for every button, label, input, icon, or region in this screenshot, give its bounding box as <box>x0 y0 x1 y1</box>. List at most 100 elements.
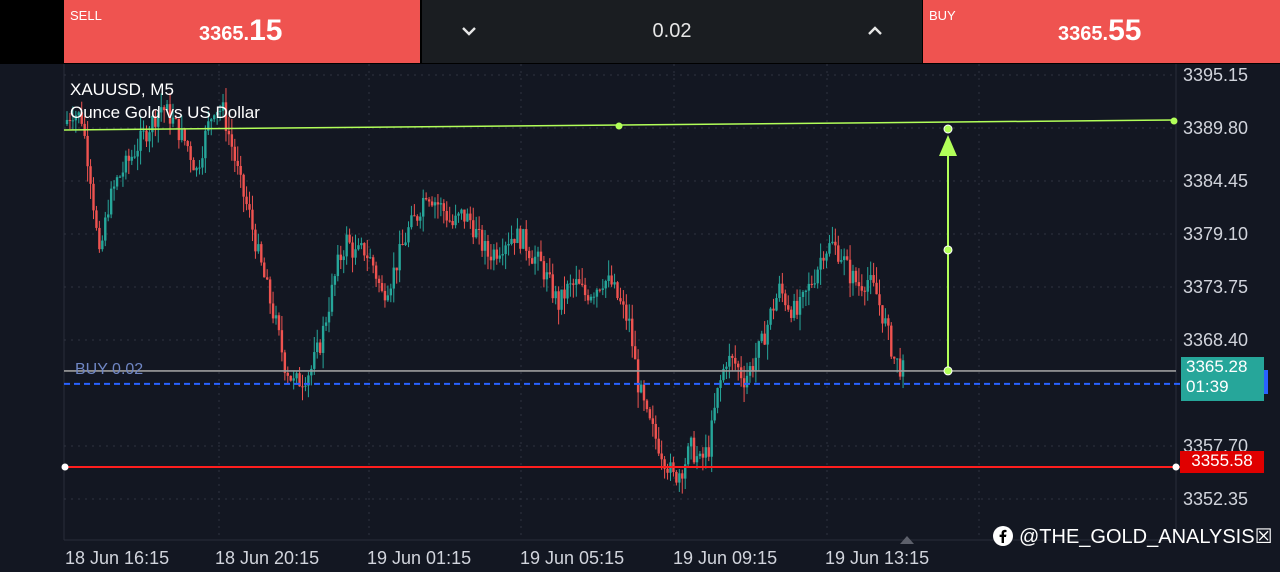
candle-body <box>895 358 899 360</box>
candle-body <box>310 368 313 376</box>
candle-body <box>551 274 554 299</box>
candle-body <box>734 357 737 364</box>
time-axis-label: 19 Jun 05:15 <box>520 548 624 568</box>
order-line-label[interactable]: BUY 0.02 <box>75 361 144 378</box>
candle-body <box>286 372 289 376</box>
candle-body <box>598 289 602 291</box>
candle-body <box>295 373 298 379</box>
candle-body <box>357 245 360 250</box>
candle-body <box>430 201 434 206</box>
symbol-name: XAUUSD, M5 <box>70 80 174 99</box>
candle-body <box>327 311 331 323</box>
candle-body <box>516 228 519 243</box>
candle-body <box>616 282 619 299</box>
candle-body <box>725 366 728 369</box>
candle-body <box>513 238 516 243</box>
buy-price-main: 3365. <box>1058 23 1109 45</box>
candle-body <box>101 240 104 250</box>
candle-body <box>318 342 322 353</box>
chevron-up-icon[interactable] <box>864 20 886 42</box>
candle-body <box>622 301 625 305</box>
candle-body <box>142 130 145 132</box>
trend-line-handle <box>1170 117 1178 125</box>
candle-body <box>784 293 787 306</box>
chevron-down-icon[interactable] <box>458 20 480 42</box>
candle-body <box>398 244 401 271</box>
candle-countdown: 01:39 <box>1186 377 1229 396</box>
candle-body <box>557 291 560 310</box>
candle-body <box>265 277 269 280</box>
candle-body <box>268 279 272 304</box>
candle-body <box>212 115 216 120</box>
candle-body <box>633 346 637 360</box>
candle-body <box>183 128 186 142</box>
candle-body <box>572 283 575 285</box>
candle-body <box>369 257 372 259</box>
candle-body <box>433 202 437 206</box>
candle-body <box>884 318 887 324</box>
candle-body <box>578 279 581 284</box>
candle-body <box>828 243 831 254</box>
candle-body <box>448 220 451 222</box>
candle-body <box>460 209 463 214</box>
candle-body <box>716 387 719 408</box>
candle-body <box>504 245 507 255</box>
candle-body <box>395 267 398 271</box>
buy-button[interactable]: BUY 3365.55 <box>923 0 1280 63</box>
candle-body <box>684 464 687 479</box>
candle-body <box>298 373 301 387</box>
candle-body <box>74 115 78 121</box>
candle-body <box>739 367 743 379</box>
candle-body <box>580 283 584 285</box>
candle-body <box>321 325 325 353</box>
sell-button[interactable]: SELL 3365.15 <box>64 0 420 63</box>
sell-price-frac: 15 <box>249 14 283 47</box>
candle-body <box>851 270 855 284</box>
price-axis-label: 3352.35 <box>1183 489 1248 509</box>
candle-body <box>413 215 416 217</box>
lot-size-panel: 0.02 <box>422 0 922 63</box>
chart-area[interactable]: 3395.15 3389.80 3384.45 3379.10 3373.75 3368.… <box>0 64 1280 572</box>
candle-body <box>360 243 363 246</box>
candle-body <box>610 275 613 285</box>
stop-loss-price-tag[interactable]: 3355.58 <box>1180 451 1264 473</box>
candle-body <box>107 214 110 218</box>
watermark-text: @THE_GOLD_ANALYSIS☒ <box>1019 526 1273 548</box>
candle-body <box>95 210 98 228</box>
candle-body <box>510 238 513 244</box>
candle-body <box>472 220 475 238</box>
candle-body <box>316 342 319 353</box>
candle-body <box>292 378 295 381</box>
candle-body <box>313 352 316 369</box>
candle-body <box>148 132 151 142</box>
candle-body <box>151 115 154 133</box>
candle-body <box>689 437 693 447</box>
candle-body <box>842 256 846 261</box>
candle-body <box>657 438 660 454</box>
candle-body <box>607 275 610 281</box>
candle-body <box>404 242 407 246</box>
candle-body <box>837 245 840 262</box>
sell-label: SELL <box>70 8 102 23</box>
candle-body <box>345 234 348 257</box>
measure-handle <box>943 245 953 255</box>
time-axis-label: 19 Jun 09:15 <box>673 548 777 568</box>
candle-body <box>654 423 657 439</box>
candle-body <box>210 119 213 122</box>
candle-body <box>104 217 107 241</box>
candle-body <box>751 366 755 371</box>
candle-body <box>742 378 746 388</box>
time-axis-label: 18 Jun 20:15 <box>215 548 319 568</box>
candle-body <box>728 355 731 367</box>
symbol-info: XAUUSD, M5 Ounce Gold vs US Dollar <box>70 78 260 124</box>
candlestick-chart[interactable]: 3395.15 3389.80 3384.45 3379.10 3373.75 3368.… <box>0 64 1280 572</box>
candle-body <box>583 284 587 296</box>
stop-loss-handle <box>61 463 69 471</box>
lot-size-value[interactable]: 0.02 <box>652 20 692 42</box>
candle-body <box>737 363 740 368</box>
candle-body <box>89 166 92 184</box>
candle-body <box>840 260 843 262</box>
sell-price: 3365.15 <box>199 14 282 48</box>
time-axis-label: 19 Jun 01:15 <box>367 548 471 568</box>
candle-body <box>160 107 163 113</box>
